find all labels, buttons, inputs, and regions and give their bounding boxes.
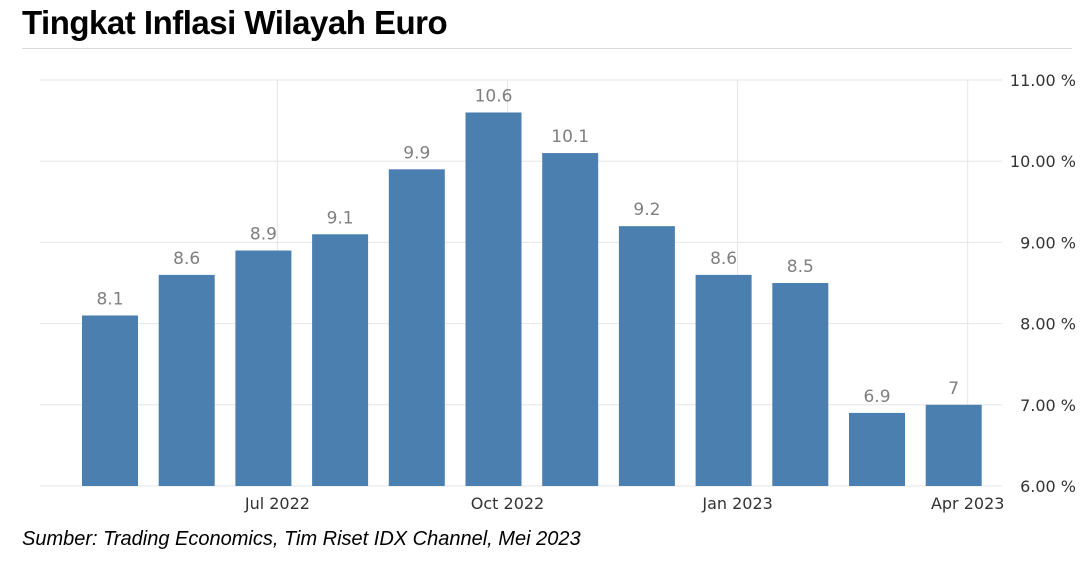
bar-value-label: 9.2 [633, 200, 660, 220]
bar-value-label: 8.1 [96, 289, 123, 309]
x-tick-label: Jul 2022 [244, 494, 310, 513]
bar-value-label: 8.5 [787, 257, 814, 277]
x-tick-label: Jan 2023 [701, 494, 772, 513]
bar [312, 234, 369, 486]
bar [82, 315, 138, 486]
bar [542, 153, 599, 486]
y-axis: 6.00 % 7.00 % 8.00 % 9.00 % 10.00 % 11.00 % [1010, 71, 1076, 496]
bar-value-label: 6.9 [863, 387, 890, 407]
bar [235, 250, 292, 486]
bar [158, 274, 215, 486]
chart-title: Tingkat Inflasi Wilayah Euro [22, 4, 448, 41]
title-divider [22, 48, 1072, 49]
bars [82, 112, 982, 486]
x-tick-label: Apr 2023 [931, 494, 1004, 513]
bar-value-label: 8.6 [173, 249, 200, 269]
bar-value-label: 8.9 [250, 225, 277, 245]
y-tick-label: 10.00 % [1010, 152, 1076, 171]
y-tick-label: 11.00 % [1010, 71, 1076, 90]
bar-value-label: 7 [948, 379, 959, 399]
bar [465, 112, 522, 486]
value-labels: 8.1 8.6 8.9 9.1 9.9 10.6 10.1 9.2 8.6 8.5 6.9 7 [96, 86, 959, 406]
x-tick-label: Oct 2022 [471, 494, 544, 513]
y-tick-label: 7.00 % [1020, 396, 1076, 415]
bar-value-label: 8.6 [710, 249, 737, 269]
y-tick-label: 9.00 % [1020, 233, 1076, 252]
bar [925, 404, 982, 486]
bar [849, 412, 905, 486]
bar-value-label: 10.6 [475, 86, 513, 106]
bar [772, 283, 829, 486]
x-axis: Jul 2022 Oct 2022 Jan 2023 Apr 2023 [244, 494, 1005, 513]
bar [618, 226, 675, 486]
y-tick-label: 8.00 % [1020, 315, 1076, 334]
bar-value-label: 9.1 [327, 208, 354, 228]
bar-value-label: 9.9 [403, 143, 430, 163]
bar-chart: 8.1 8.6 8.9 9.1 9.9 10.6 10.1 9.2 8.6 8.5 6.9 7 Jul… [40, 71, 1076, 513]
y-tick-label: 6.00 % [1020, 477, 1076, 496]
bar [695, 274, 752, 486]
bar [388, 169, 445, 486]
source-note: Sumber: Trading Economics, Tim Riset IDX… [22, 528, 581, 550]
bar-value-label: 10.1 [551, 127, 589, 147]
